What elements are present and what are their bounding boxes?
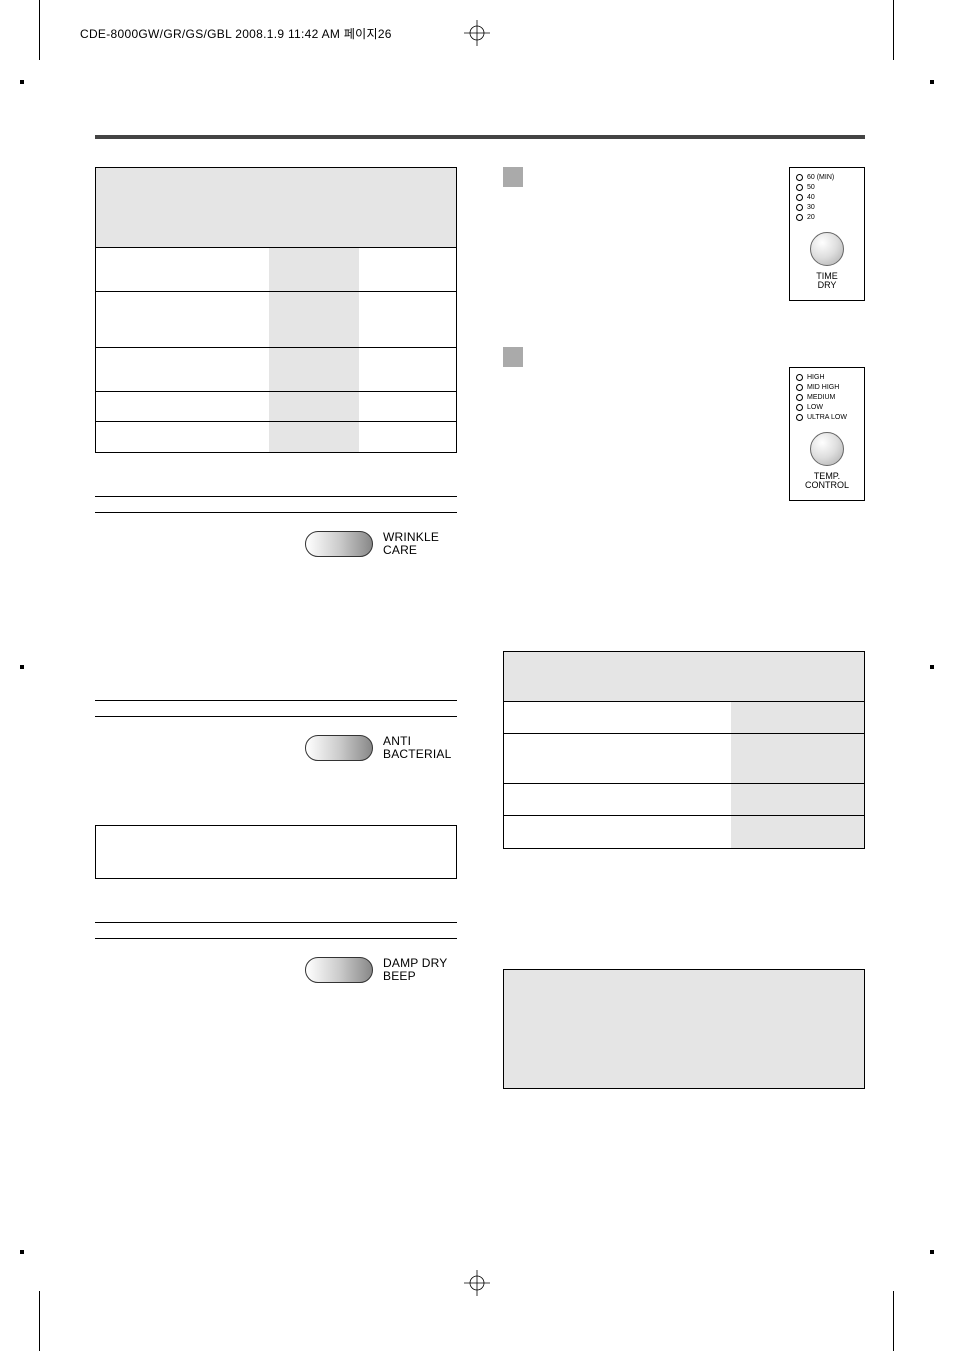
indicator-dot-icon: [796, 174, 803, 181]
registration-mark-top: [464, 20, 490, 51]
time-dry-panel: 60 (MIN) 50 40 30 20 TIME DRY: [789, 167, 865, 301]
panel-option: HIGH: [796, 374, 858, 381]
panel-option: MEDIUM: [796, 394, 858, 401]
indicator-dot-icon: [796, 404, 803, 411]
crop-mark: [30, 1291, 40, 1351]
table-header-row: [504, 652, 864, 702]
time-dry-knob[interactable]: [810, 232, 844, 266]
wrinkle-care-label: WRINKLE CARE: [383, 531, 439, 556]
table-header-row: [96, 168, 456, 248]
temp-control-knob[interactable]: [810, 432, 844, 466]
note-box: [503, 969, 865, 1089]
crop-mark: [884, 1291, 894, 1351]
indicator-dot-icon: [796, 204, 803, 211]
table-row: [96, 292, 456, 348]
option-subheading: [95, 923, 457, 939]
description-block: [503, 547, 865, 637]
label-line: BACTERIAL: [383, 748, 452, 761]
panel-option: LOW: [796, 404, 858, 411]
panel-option: 40: [796, 194, 858, 201]
crop-tick: [20, 1250, 24, 1254]
anti-bacterial-label: ANTI BACTERIAL: [383, 735, 452, 760]
table-row: [96, 348, 456, 392]
panel-option-label: MEDIUM: [807, 394, 835, 401]
anti-bacterial-note-box: [95, 825, 457, 879]
option-heading: [95, 895, 457, 923]
temp-control-panel: HIGH MID HIGH MEDIUM LOW ULTRA LOW TEMP.…: [789, 367, 865, 501]
label-line: BEEP: [383, 970, 448, 983]
description-block: [95, 567, 457, 657]
description-block: [95, 771, 457, 811]
left-column: WRINKLE CARE ANTI BACTERIAL: [95, 167, 457, 1089]
indicator-dot-icon: [796, 194, 803, 201]
panel-option: 30: [796, 204, 858, 211]
indicator-dot-icon: [796, 184, 803, 191]
right-heading-row: [503, 347, 865, 367]
panel-option-label: 60 (MIN): [807, 174, 834, 181]
crop-tick: [930, 80, 934, 84]
panel-label: TEMP. CONTROL: [805, 472, 849, 490]
indicator-dot-icon: [796, 214, 803, 221]
panel-option-label: 50: [807, 184, 815, 191]
option-heading: [95, 673, 457, 701]
panel-option: 20: [796, 214, 858, 221]
dry-level-table: [95, 167, 457, 453]
description-block: [503, 859, 865, 949]
print-header: CDE-8000GW/GR/GS/GBL 2008.1.9 11:42 AM 페…: [80, 25, 392, 42]
table-row: [504, 816, 864, 848]
panel-option-label: 30: [807, 204, 815, 211]
right-column: 60 (MIN) 50 40 30 20 TIME DRY HIGH: [503, 167, 865, 1089]
panel-option: 60 (MIN): [796, 174, 858, 181]
indicator-dot-icon: [796, 414, 803, 421]
label-line: DRY: [816, 281, 838, 290]
crop-tick: [930, 1250, 934, 1254]
crop-mark: [30, 0, 40, 60]
damp-dry-beep-label: DAMP DRY BEEP: [383, 957, 448, 982]
label-line: CONTROL: [805, 481, 849, 490]
panel-option-label: 40: [807, 194, 815, 201]
option-subheading: [95, 497, 457, 513]
anti-bacterial-button[interactable]: [305, 735, 373, 761]
table-row: [96, 392, 456, 422]
indicator-dot-icon: [796, 374, 803, 381]
label-line: CARE: [383, 544, 439, 557]
wrinkle-care-button[interactable]: [305, 531, 373, 557]
indicator-dot-icon: [796, 394, 803, 401]
table-row: [504, 734, 864, 784]
damp-dry-beep-button[interactable]: [305, 957, 373, 983]
option-heading: [95, 469, 457, 497]
table-row: [96, 248, 456, 292]
indicator-dot-icon: [796, 384, 803, 391]
crop-tick: [20, 665, 24, 669]
panel-option-label: MID HIGH: [807, 384, 839, 391]
panel-label: TIME DRY: [816, 272, 838, 290]
table-row: [504, 784, 864, 816]
registration-mark-bottom: [464, 1270, 490, 1301]
crop-mark: [884, 0, 894, 60]
temp-table: [503, 651, 865, 849]
panel-option: MID HIGH: [796, 384, 858, 391]
panel-option: 50: [796, 184, 858, 191]
option-subheading: [95, 701, 457, 717]
bullet-square-icon: [503, 167, 523, 187]
panel-option-label: ULTRA LOW: [807, 414, 847, 421]
crop-tick: [20, 80, 24, 84]
table-row: [504, 702, 864, 734]
panel-option-label: HIGH: [807, 374, 825, 381]
panel-option-label: 20: [807, 214, 815, 221]
crop-tick: [930, 665, 934, 669]
table-row: [96, 422, 456, 452]
bullet-square-icon: [503, 347, 523, 367]
panel-option-label: LOW: [807, 404, 823, 411]
section-divider: [95, 135, 865, 139]
panel-option: ULTRA LOW: [796, 414, 858, 421]
